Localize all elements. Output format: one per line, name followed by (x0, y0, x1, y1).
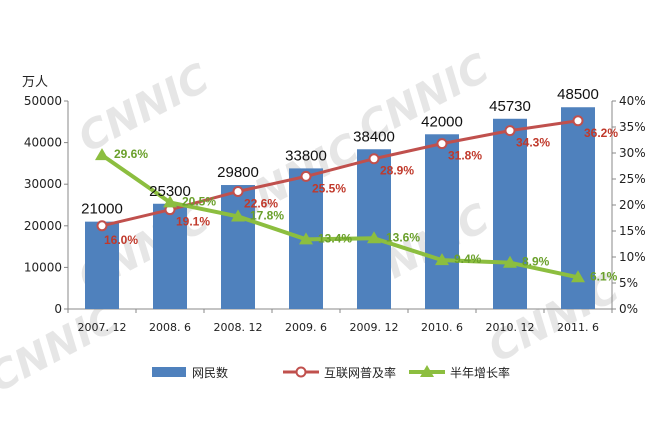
growth-value-label: 17.8% (250, 208, 284, 222)
penetration-point (436, 138, 448, 150)
penetration-point (300, 170, 312, 182)
growth-line (100, 153, 579, 280)
right-axis-tick-label: 5% (619, 276, 638, 290)
growth-point (95, 148, 109, 161)
watermark-text: CNNIC (0, 295, 127, 402)
x-axis-tick-label: 2008. 6 (149, 321, 191, 334)
left-axis-tick-label: 30000 (24, 177, 62, 191)
bar-value-label: 21000 (81, 201, 123, 218)
bar-value-label: 38400 (353, 128, 395, 145)
growth-value-label: 13.6% (386, 230, 420, 244)
watermark-text: CNNIC (71, 55, 217, 162)
penetration-point (504, 125, 516, 137)
penetration-value-label: 34.3% (516, 136, 550, 150)
legend-marker-triangle (420, 365, 434, 377)
growth-value-label: 9.4% (454, 252, 482, 266)
bar (425, 134, 459, 309)
growth-point (435, 253, 449, 266)
bar (221, 185, 255, 309)
growth-value-label: 6.1% (590, 269, 618, 283)
left-axis-unit-label: 万人 (22, 75, 48, 90)
data-labels-layer: 21000 25300 29800 33800 38400 42000 45730 48500… (81, 86, 618, 283)
penetration-point (572, 115, 584, 127)
x-axis-tick-label: 2007. 12 (78, 321, 127, 334)
penetration-value-label: 36.2% (584, 126, 618, 140)
lines-layer (95, 115, 585, 283)
x-axis-tick-label: 2009. 6 (285, 321, 327, 334)
bar (357, 149, 391, 309)
growth-point (163, 195, 177, 208)
penetration-value-label: 22.6% (244, 196, 278, 210)
growth-point (571, 270, 585, 283)
legend: 网民数 互联网普及率 半年增长率 (152, 365, 510, 380)
legend-swatch-bar (152, 367, 186, 377)
penetration-value-label: 25.5% (312, 181, 346, 195)
growth-point (299, 232, 313, 245)
bar (493, 118, 527, 309)
x-axis-tick-label: 2010. 12 (486, 321, 535, 334)
bar-value-label: 25300 (149, 183, 191, 200)
bar (85, 221, 119, 309)
bar-value-label: 45730 (489, 98, 531, 115)
penetration-point (96, 220, 108, 232)
growth-value-label: 20.5% (182, 194, 216, 208)
bar (153, 203, 187, 309)
left-axis-tick-label: 50000 (24, 94, 62, 108)
bar-value-label: 42000 (421, 113, 463, 130)
growth-point (503, 255, 517, 268)
penetration-point (368, 153, 380, 165)
growth-value-label: 8.9% (522, 255, 550, 269)
legend-label: 网民数 (192, 365, 228, 380)
x-axis-tick-label: 2011. 6 (557, 321, 599, 334)
bar-value-label: 48500 (557, 86, 599, 103)
axes: 0 10000 20000 30000 40000 50000 0% 5% 10% 15% 20% 2… (24, 94, 646, 334)
right-axis-tick-label: 20% (619, 198, 646, 212)
penetration-value-label: 31.8% (448, 149, 482, 163)
bars-layer (85, 107, 595, 310)
x-axis-tick-label: 2010. 6 (421, 321, 463, 334)
right-axis-tick-label: 10% (619, 250, 646, 264)
bar-value-label: 33800 (285, 147, 327, 164)
growth-point (367, 231, 381, 244)
right-axis-tick-label: 15% (619, 224, 646, 238)
bar-value-label: 29800 (217, 164, 259, 181)
left-axis-tick-label: 20000 (24, 219, 62, 233)
penetration-value-label: 19.1% (176, 215, 210, 229)
legend-marker-circle (295, 366, 307, 378)
penetration-value-label: 16.0% (104, 233, 138, 247)
legend-label: 半年增长率 (450, 365, 510, 380)
x-axis-tick-label: 2009. 12 (350, 321, 399, 334)
right-axis-tick-label: 25% (619, 172, 646, 186)
x-axis-tick-label: 2008. 12 (214, 321, 263, 334)
growth-point (231, 209, 245, 222)
penetration-value-label: 28.9% (380, 164, 414, 178)
left-axis-tick-label: 0 (54, 302, 62, 316)
legend-label: 互联网普及率 (324, 365, 396, 380)
right-axis-tick-label: 0% (619, 302, 638, 316)
left-axis-tick-label: 10000 (24, 260, 62, 274)
penetration-point (232, 185, 244, 197)
right-axis-tick-label: 30% (619, 146, 646, 160)
growth-value-label: 29.6% (114, 147, 148, 161)
right-axis-tick-label: 35% (619, 120, 646, 134)
left-axis-tick-label: 40000 (24, 136, 62, 150)
growth-value-label: 13.4% (318, 231, 352, 245)
right-axis-tick-label: 40% (619, 94, 646, 108)
